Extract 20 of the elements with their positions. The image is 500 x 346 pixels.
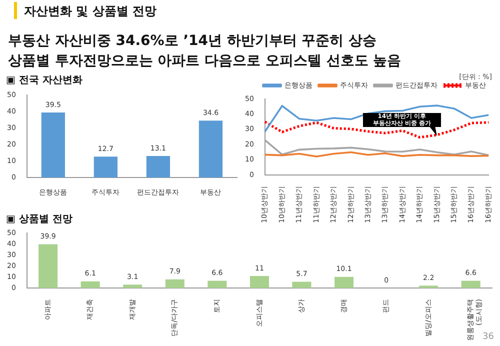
chart-title: ▣ 상품별 전망	[6, 213, 72, 226]
bar	[123, 284, 142, 288]
bar	[334, 276, 354, 288]
bar	[198, 120, 223, 178]
bar	[80, 281, 100, 288]
text: 36	[482, 332, 494, 342]
bar	[461, 280, 480, 288]
text: 부동산 자산비중 34.6%로 ’14년 하반기부터 꾸준히 상승	[8, 32, 377, 50]
bar	[94, 156, 118, 178]
bar	[250, 276, 269, 288]
bar	[292, 282, 312, 288]
line-series	[264, 120, 490, 139]
bar	[146, 156, 170, 178]
text: 상품별 투자전망으로는 아파트 다음으로 오피스텔 선호도 높음	[8, 52, 402, 70]
text: 자산변화 및 상품별 전망	[24, 3, 157, 20]
bar	[208, 280, 227, 288]
bar	[38, 244, 58, 288]
chart-title: ▣ 전국 자산변화	[6, 74, 82, 87]
bar	[41, 112, 65, 178]
bar	[165, 279, 184, 288]
